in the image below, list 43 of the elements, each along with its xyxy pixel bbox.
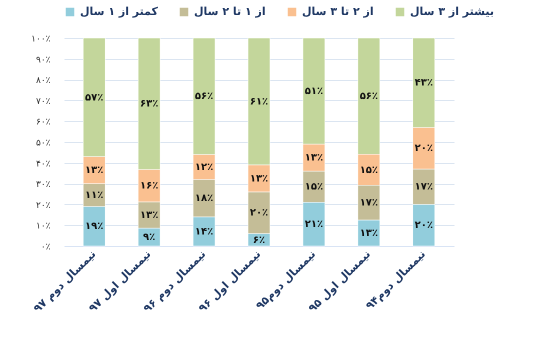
y-tick-label: ۰٪ (40, 242, 51, 252)
y-tick-label: ۱۰۰٪ (31, 34, 51, 44)
y-tick-label: ۵۰٪ (36, 138, 51, 148)
y-tick-label: ۴۰٪ (36, 159, 51, 170)
legend-label: کمتر از ۱ سال (80, 5, 159, 18)
data-label: ۶۱٪ (250, 96, 268, 108)
y-tick-label: ۶۰٪ (36, 118, 51, 128)
y-tick-label: ۹۰٪ (36, 55, 51, 66)
legend-label: بیشتر از ۳ سال (410, 5, 494, 18)
data-label: ۶٪ (252, 234, 266, 246)
data-label: ۴۳٪ (414, 78, 433, 89)
data-label: ۱۶٪ (140, 180, 158, 192)
data-label: ۱۷٪ (414, 182, 433, 193)
data-label: ۵۱٪ (304, 86, 324, 98)
legend-label: از ۱ تا ۲ سال (194, 5, 266, 18)
data-label: ۵۶٪ (194, 91, 214, 102)
data-label: ۲۱٪ (304, 219, 324, 230)
data-label: ۱۷٪ (360, 198, 378, 209)
data-label: ۱۳٪ (250, 173, 268, 184)
data-label: ۱۴٪ (194, 226, 214, 238)
legend-label: از ۲ تا ۳ سال (302, 5, 374, 18)
data-label: ۲۰٪ (250, 208, 268, 219)
data-label: ۱۸٪ (194, 193, 214, 204)
data-label: ۵۶٪ (360, 91, 378, 102)
data-label: ۱۵٪ (360, 164, 378, 176)
data-label: ۱۹٪ (85, 221, 104, 232)
data-label: ۹٪ (143, 232, 156, 244)
y-tick-label: ۳۰٪ (36, 180, 51, 190)
data-label: ۵۷٪ (85, 92, 104, 104)
y-tick-label: ۱۰٪ (36, 222, 51, 232)
data-label: ۲۰٪ (414, 143, 433, 154)
y-tick-label: ۷۰٪ (36, 96, 51, 107)
data-label: ۱۲٪ (194, 162, 214, 173)
data-label: ۱۵٪ (304, 182, 324, 193)
data-label: ۱۳٪ (140, 210, 158, 222)
data-label: ۱۱٪ (85, 190, 104, 202)
data-label: ۱۳٪ (360, 228, 378, 239)
data-label: ۱۳٪ (85, 165, 104, 176)
data-label: ۶۳٪ (140, 98, 158, 110)
y-tick-label: ۲۰٪ (36, 200, 51, 211)
data-label: ۱۳٪ (304, 152, 324, 164)
y-tick-label: ۸۰٪ (36, 76, 51, 86)
data-label: ۲۰٪ (414, 220, 433, 232)
